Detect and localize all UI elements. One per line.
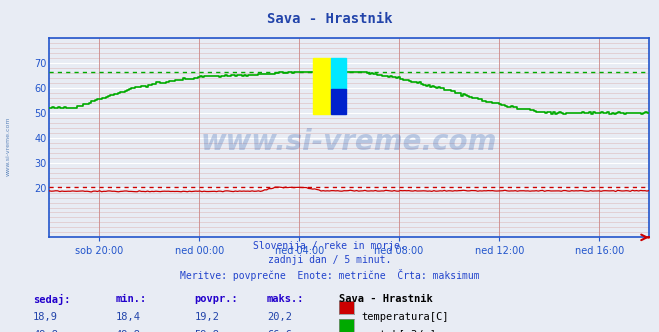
Text: pretok[m3/s]: pretok[m3/s] bbox=[361, 330, 436, 332]
FancyBboxPatch shape bbox=[331, 58, 346, 89]
Text: 49,8: 49,8 bbox=[115, 330, 140, 332]
Text: sedaj:: sedaj: bbox=[33, 294, 71, 305]
Text: Sava - Hrastnik: Sava - Hrastnik bbox=[267, 12, 392, 26]
Text: www.si-vreme.com: www.si-vreme.com bbox=[5, 116, 11, 176]
Text: temperatura[C]: temperatura[C] bbox=[361, 312, 449, 322]
Text: 19,2: 19,2 bbox=[194, 312, 219, 322]
Text: povpr.:: povpr.: bbox=[194, 294, 238, 304]
Text: maks.:: maks.: bbox=[267, 294, 304, 304]
Text: 20,2: 20,2 bbox=[267, 312, 292, 322]
FancyBboxPatch shape bbox=[313, 58, 331, 114]
Text: 59,8: 59,8 bbox=[194, 330, 219, 332]
FancyBboxPatch shape bbox=[331, 89, 346, 114]
Text: Slovenija / reke in morje.: Slovenija / reke in morje. bbox=[253, 241, 406, 251]
Text: 66,6: 66,6 bbox=[267, 330, 292, 332]
Text: Meritve: povprečne  Enote: metrične  Črta: maksimum: Meritve: povprečne Enote: metrične Črta:… bbox=[180, 269, 479, 281]
Text: zadnji dan / 5 minut.: zadnji dan / 5 minut. bbox=[268, 255, 391, 265]
Text: 49,8: 49,8 bbox=[33, 330, 58, 332]
Text: www.si-vreme.com: www.si-vreme.com bbox=[201, 128, 498, 156]
Text: 18,9: 18,9 bbox=[33, 312, 58, 322]
Text: 18,4: 18,4 bbox=[115, 312, 140, 322]
Text: min.:: min.: bbox=[115, 294, 146, 304]
Text: Sava - Hrastnik: Sava - Hrastnik bbox=[339, 294, 433, 304]
